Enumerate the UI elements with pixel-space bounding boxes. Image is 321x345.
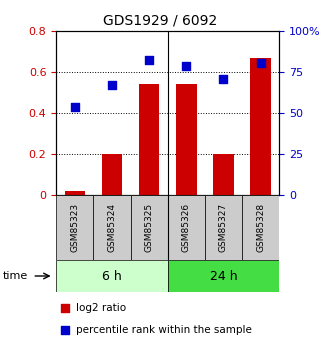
Text: 24 h: 24 h — [210, 269, 237, 283]
Text: 6 h: 6 h — [102, 269, 122, 283]
Point — [184, 63, 189, 69]
Text: GSM85325: GSM85325 — [145, 203, 154, 252]
Text: log2 ratio: log2 ratio — [76, 303, 126, 313]
Bar — [213, 154, 234, 195]
FancyBboxPatch shape — [131, 195, 168, 260]
Point — [72, 104, 77, 110]
Text: GSM85323: GSM85323 — [70, 203, 79, 252]
Text: percentile rank within the sample: percentile rank within the sample — [76, 325, 252, 335]
Text: GSM85326: GSM85326 — [182, 203, 191, 252]
Point — [221, 77, 226, 82]
Text: GDS1929 / 6092: GDS1929 / 6092 — [103, 14, 218, 28]
Point — [63, 305, 68, 310]
Bar — [139, 84, 159, 195]
Point — [63, 328, 68, 333]
Bar — [250, 58, 271, 195]
Text: GSM85328: GSM85328 — [256, 203, 265, 252]
Point — [258, 60, 263, 66]
Text: time: time — [3, 271, 29, 281]
FancyBboxPatch shape — [242, 195, 279, 260]
FancyBboxPatch shape — [205, 195, 242, 260]
Point — [147, 58, 152, 63]
Bar — [176, 84, 196, 195]
FancyBboxPatch shape — [56, 195, 93, 260]
Bar — [65, 191, 85, 195]
Bar — [102, 154, 122, 195]
FancyBboxPatch shape — [168, 195, 205, 260]
Text: GSM85327: GSM85327 — [219, 203, 228, 252]
FancyBboxPatch shape — [56, 260, 168, 292]
FancyBboxPatch shape — [93, 195, 131, 260]
Point — [109, 82, 115, 88]
Text: GSM85324: GSM85324 — [108, 203, 117, 252]
FancyBboxPatch shape — [168, 260, 279, 292]
